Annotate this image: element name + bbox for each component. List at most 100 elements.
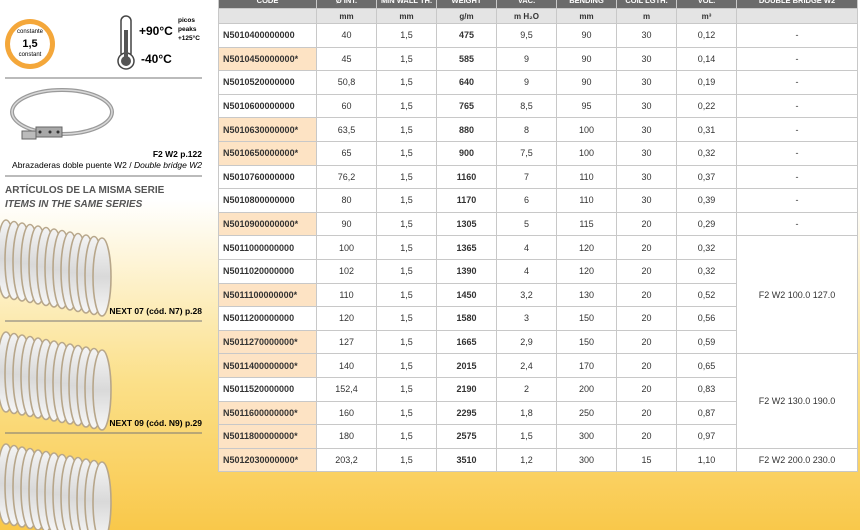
value-cell: 1,5	[376, 235, 437, 260]
value-cell: 30	[616, 117, 677, 142]
value-cell: 110	[556, 164, 617, 190]
value-cell: 9	[496, 70, 557, 95]
value-cell: 120	[556, 235, 617, 260]
value-cell: 6	[496, 188, 557, 213]
badge-center	[10, 24, 50, 64]
code-cell: N5010900000000*	[218, 211, 317, 237]
value-cell: 90	[556, 46, 617, 72]
value-cell: 127	[316, 329, 377, 355]
column-header: WEIGHT	[436, 0, 497, 9]
value-cell: 20	[616, 400, 677, 426]
value-cell: 30	[616, 140, 677, 166]
value-cell: 1,5	[376, 306, 437, 331]
value-cell: -	[736, 164, 858, 190]
column-header: COIL LGTH.	[616, 0, 677, 9]
value-cell: 1,5	[376, 282, 437, 308]
value-cell: 0,65	[676, 353, 737, 378]
product-table: CODE Ø INT. MIN WALL TH. WEIGHT VAC. BENDING C…	[218, 0, 858, 473]
thermo-fill	[124, 30, 128, 60]
units-row: mm mm g/m m H₂O mm m m³	[218, 8, 858, 24]
table-row: N5010800000000 80 1,5 1170 6 110 30 0,39-	[218, 188, 858, 213]
table-row: N5011000000000 100 1,5 1365 4 120 20 0,32 F2 W2 …	[218, 235, 858, 355]
code-cell: N5011520000000	[218, 376, 317, 402]
value-cell: 40	[316, 23, 377, 48]
value-cell: -	[736, 140, 858, 166]
badge-value: 1,5	[22, 38, 37, 50]
value-cell: 30	[616, 23, 677, 48]
series-item: NEXT 09 (cód. N9) p.29	[109, 418, 202, 428]
value-cell: 1160	[436, 164, 497, 190]
value-cell: 63,5	[316, 117, 377, 142]
table-row: N5011520000000 152,4 1,5 2190 2 200 20 0,83	[218, 376, 858, 402]
table-row: N5010630000000* 63,5 1,5 880 8 100 30 0,31-	[218, 117, 858, 142]
series-heading-en: ITEMS IN THE SAME SERIES	[5, 199, 143, 210]
temp-max: +90°C	[139, 24, 173, 38]
hose	[0, 331, 112, 431]
value-cell: F2 W2 100.0 127.0	[736, 235, 858, 355]
code-cell: N5010630000000*	[218, 117, 317, 142]
hose-ring	[92, 349, 112, 431]
value-cell: 1,5	[376, 117, 437, 142]
value-cell: 1170	[436, 188, 497, 213]
hose-ring	[92, 237, 112, 317]
value-cell: 152,4	[316, 376, 377, 402]
value-cell: 9,5	[496, 23, 557, 48]
column-header: CODE	[218, 0, 317, 9]
table-row: N5012030000000* 203,2 1,5 3510 1,2 300 15 1,10 F…	[218, 447, 858, 473]
value-cell: 20	[616, 282, 677, 308]
value-cell: 150	[556, 306, 617, 331]
value-cell: -	[736, 211, 858, 237]
table-row: N5010650000000* 65 1,5 900 7,5 100 30 0,32-	[218, 140, 858, 166]
value-cell: F2 W2 130.0 190.0	[736, 353, 858, 449]
value-cell: -	[736, 46, 858, 72]
value-cell: 4	[496, 235, 557, 260]
column-header: DOUBLE BRIDGE W2	[736, 0, 858, 9]
hose	[0, 443, 112, 530]
unit-cell: mm	[376, 8, 437, 24]
value-cell: 7,5	[496, 140, 557, 166]
value-cell: 3	[496, 306, 557, 331]
table-row: N5011270000000* 127 1,5 1665 2,9 150 20 0,59	[218, 329, 858, 355]
value-cell: 1,5	[376, 376, 437, 402]
value-cell: 7	[496, 164, 557, 190]
value-cell: 1,5	[376, 46, 437, 72]
value-cell: 115	[556, 211, 617, 237]
value-cell: 300	[556, 447, 617, 473]
value-cell: 3510	[436, 447, 497, 473]
value-cell: 2295	[436, 400, 497, 426]
value-cell: 100	[316, 235, 377, 260]
column-header: VOL.	[676, 0, 737, 9]
code-cell: N5011400000000*	[218, 353, 317, 378]
hose-images	[0, 219, 112, 530]
value-cell: 90	[556, 70, 617, 95]
value-cell: 102	[316, 258, 377, 284]
temp-peak-es: picos	[178, 17, 195, 24]
temp-peak: +125°C	[178, 34, 200, 42]
value-cell: 20	[616, 329, 677, 355]
value-cell: 8,5	[496, 93, 557, 119]
value-cell: 20	[616, 258, 677, 284]
thermometer	[117, 15, 135, 70]
code-cell: N5010520000000	[218, 70, 317, 95]
value-cell: 0,14	[676, 46, 737, 72]
value-cell: 2,9	[496, 329, 557, 355]
value-cell: 110	[556, 188, 617, 213]
hose-ring	[92, 461, 112, 530]
value-cell: 0,22	[676, 93, 737, 119]
value-cell: 1,5	[376, 400, 437, 426]
value-cell: 1,5	[496, 424, 557, 449]
value-cell: 180	[316, 424, 377, 449]
value-cell: 65	[316, 140, 377, 166]
unit-cell	[736, 8, 858, 24]
unit-cell: m³	[676, 8, 737, 24]
value-cell: 250	[556, 400, 617, 426]
value-cell: 1,8	[496, 400, 557, 426]
value-cell: 45	[316, 46, 377, 72]
value-cell: 30	[616, 70, 677, 95]
badge-bottom: constant	[19, 52, 42, 58]
value-cell: 9	[496, 46, 557, 72]
value-cell: 50,8	[316, 70, 377, 95]
value-cell: 76,2	[316, 164, 377, 190]
table-row: N5011600000000* 160 1,5 2295 1,8 250 20 0,87	[218, 400, 858, 426]
value-cell: 0,97	[676, 424, 737, 449]
